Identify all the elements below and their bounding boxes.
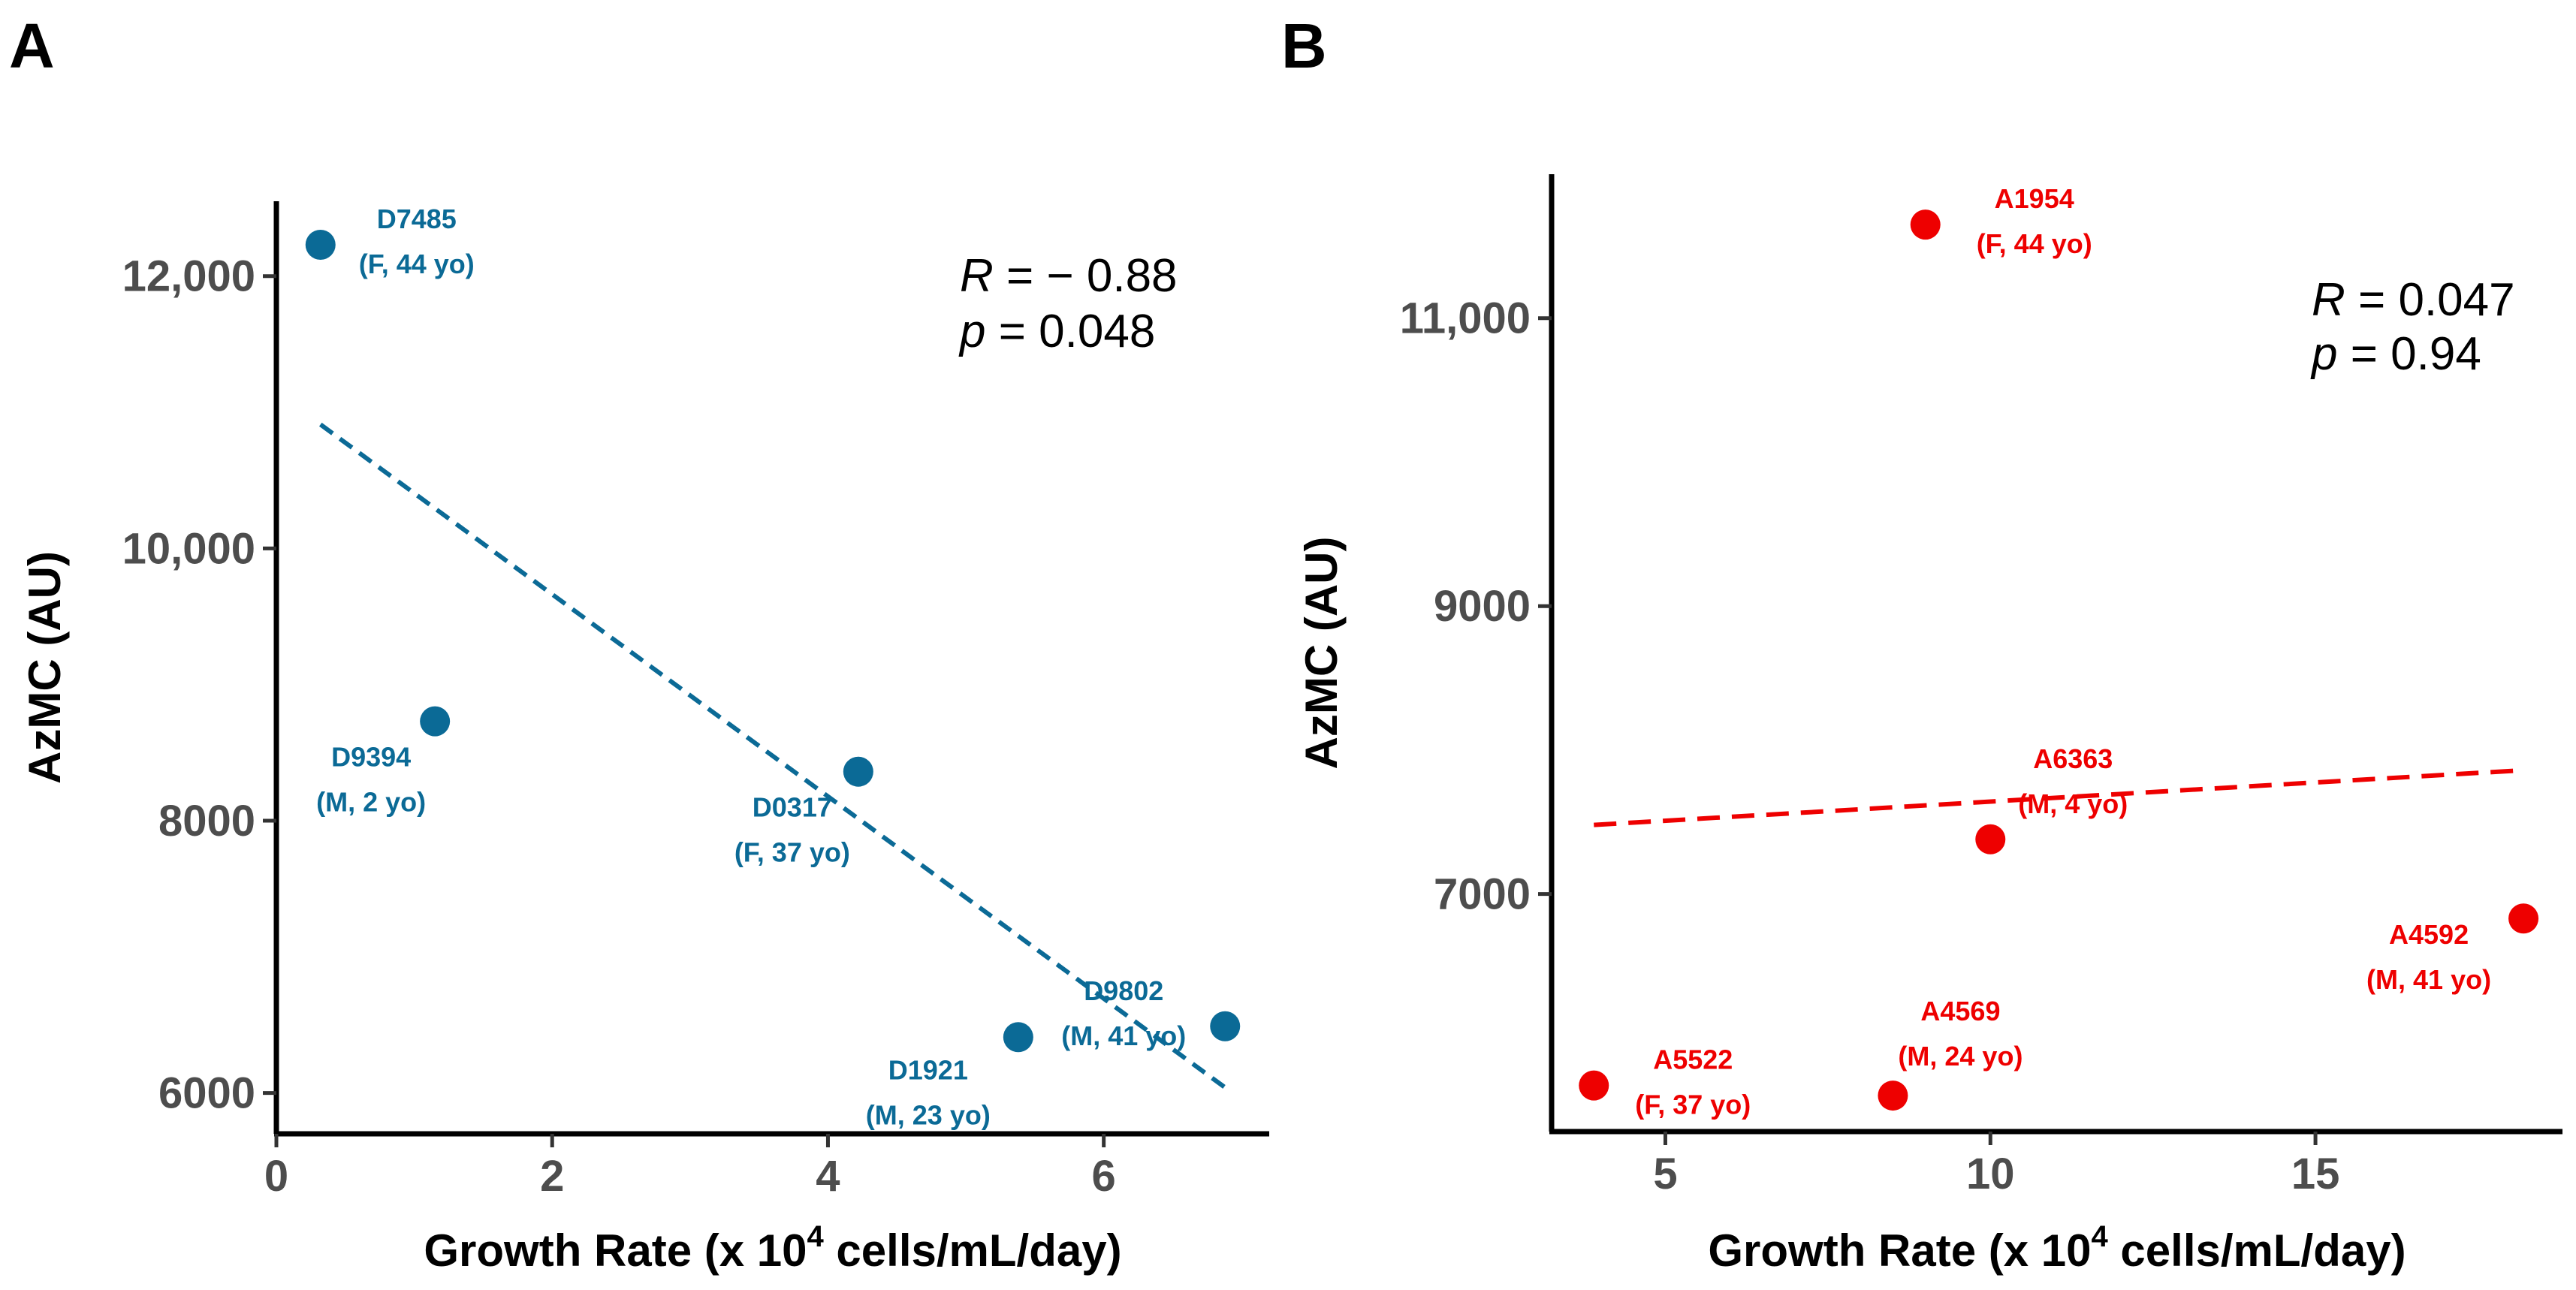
point-label-id: D0317 <box>753 792 832 823</box>
point-label-id: A1954 <box>1995 183 2074 214</box>
r-symbol: R <box>960 250 994 302</box>
data-point-a5522 <box>1579 1070 1609 1101</box>
data-point-d0317 <box>843 756 873 787</box>
x-axis-title-suffix: cells/mL/day) <box>2108 1225 2406 1276</box>
point-label-id: D7485 <box>377 203 457 234</box>
x-tick-label: 4 <box>816 1152 840 1201</box>
x-tick-label: 10 <box>1966 1150 2015 1198</box>
x-tick-label: 15 <box>2291 1150 2340 1198</box>
point-label-demographic: (M, 2 yo) <box>316 787 426 818</box>
p-symbol: p <box>958 306 985 357</box>
correlation-r: R = − 0.88 <box>960 250 1178 302</box>
point-label-demographic: (F, 37 yo) <box>1635 1090 1751 1120</box>
point-label-id: A4569 <box>1920 996 2000 1026</box>
trend-line <box>318 422 1227 1090</box>
correlation-r: R = 0.047 <box>2312 274 2515 326</box>
p-symbol: p <box>2310 328 2337 380</box>
data-point-a6363 <box>1975 824 2006 854</box>
x-tick-label: 6 <box>1092 1152 1116 1201</box>
r-value: = − 0.88 <box>994 250 1178 302</box>
panel-b: B 7000 9000 11,000 5 10 15 Growth Rate (x 104 c… <box>1281 11 2562 1276</box>
x-axis-title-superscript: 4 <box>2092 1220 2109 1253</box>
y-axis-title: AzMC (AU) <box>1296 537 1347 770</box>
p-value-text: p = 0.94 <box>2310 328 2481 380</box>
x-tick-label: 5 <box>1653 1150 1677 1198</box>
x-axis-title-suffix: cells/mL/day) <box>824 1225 1122 1276</box>
panel-letter-a: A <box>9 11 55 81</box>
x-tick-label: 0 <box>264 1152 288 1201</box>
point-label-demographic: (M, 41 yo) <box>2366 964 2491 995</box>
x-axis-title: Growth Rate (x 104 cells/mL/day) <box>1708 1220 2406 1276</box>
r-symbol: R <box>2312 274 2345 326</box>
data-point-d9802 <box>1210 1011 1241 1041</box>
point-label-demographic: (M, 4 yo) <box>2018 788 2128 819</box>
y-tick-label: 8000 <box>158 797 255 845</box>
point-label-demographic: (M, 24 yo) <box>1898 1041 2022 1071</box>
data-point-d9394 <box>420 706 451 737</box>
y-axis-title: AzMC (AU) <box>20 551 70 784</box>
y-tick-label: 7000 <box>1434 870 1531 919</box>
trend-line <box>1594 767 2524 827</box>
x-tick-label: 2 <box>540 1152 564 1201</box>
point-label-demographic: (F, 44 yo) <box>1977 228 2092 259</box>
data-point-a4592 <box>2508 903 2539 934</box>
y-tick-label: 10,000 <box>122 524 255 573</box>
point-label-id: A5522 <box>1653 1044 1733 1075</box>
point-label-id: A4592 <box>2389 919 2469 950</box>
p-value-text: p = 0.048 <box>958 306 1155 357</box>
data-point-d7485 <box>305 230 336 261</box>
y-tick-label: 9000 <box>1434 582 1531 631</box>
data-point-d1921 <box>1003 1022 1033 1053</box>
point-label-id: A6363 <box>2033 743 2113 774</box>
data-point-a4569 <box>1878 1081 1908 1111</box>
point-label-id: D1921 <box>888 1054 968 1085</box>
x-axis-title-prefix: Growth Rate (x 10 <box>424 1225 807 1276</box>
data-point-a1954 <box>1910 209 1941 240</box>
p-value: = 0.94 <box>2337 328 2481 380</box>
x-axis-title-prefix: Growth Rate (x 10 <box>1708 1225 2091 1276</box>
point-label-demographic: (F, 37 yo) <box>734 837 850 868</box>
x-axis-title: Growth Rate (x 104 cells/mL/day) <box>424 1220 1121 1276</box>
point-label-id: D9802 <box>1084 975 1163 1006</box>
y-tick-label: 11,000 <box>1400 294 1531 343</box>
panel-letter-b: B <box>1281 11 1327 81</box>
x-axis-title-superscript: 4 <box>807 1220 825 1253</box>
point-label-demographic: (F, 44 yo) <box>359 249 475 279</box>
panel-a: A 6000 8000 10,000 12,000 0 2 4 6 Growth Rate (x … <box>9 11 1269 1276</box>
p-value: = 0.048 <box>985 306 1155 357</box>
y-tick-label: 12,000 <box>122 252 255 301</box>
point-label-id: D9394 <box>331 742 411 773</box>
point-label-demographic: (M, 41 yo) <box>1061 1020 1186 1051</box>
point-label-demographic: (M, 23 yo) <box>866 1099 991 1130</box>
r-value: = 0.047 <box>2345 274 2515 326</box>
y-tick-label: 6000 <box>158 1069 255 1118</box>
